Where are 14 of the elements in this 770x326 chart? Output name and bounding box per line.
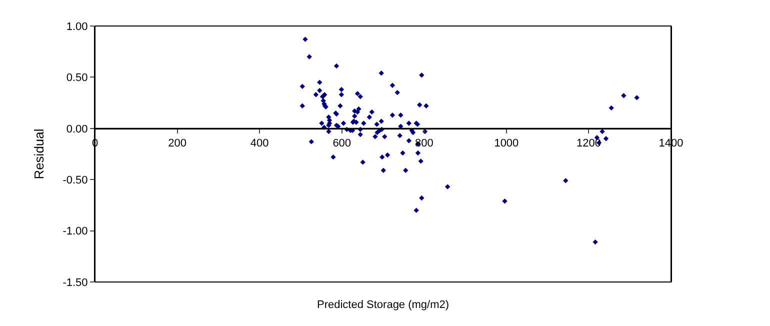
y-tick-label: -0.50 [62,174,88,186]
y-tick-label: -1.50 [62,276,88,289]
y-tick-label: 1.00 [66,20,88,33]
y-tick-label: -1.00 [62,226,88,238]
x-tick-label: 800 [414,138,434,150]
x-tick-label: 1200 [576,138,601,150]
x-tick-label: 600 [332,138,352,150]
x-tick-label: 200 [168,138,186,150]
y-tick-label: 0.50 [66,72,88,84]
x-axis-title: Predicted Storage (mg/m2) [317,299,450,311]
y-axis-title: Residual [32,128,47,180]
y-tick-label: 0.00 [66,123,88,136]
x-tick-label: 1000 [494,138,519,150]
x-tick-label: 400 [250,138,269,150]
